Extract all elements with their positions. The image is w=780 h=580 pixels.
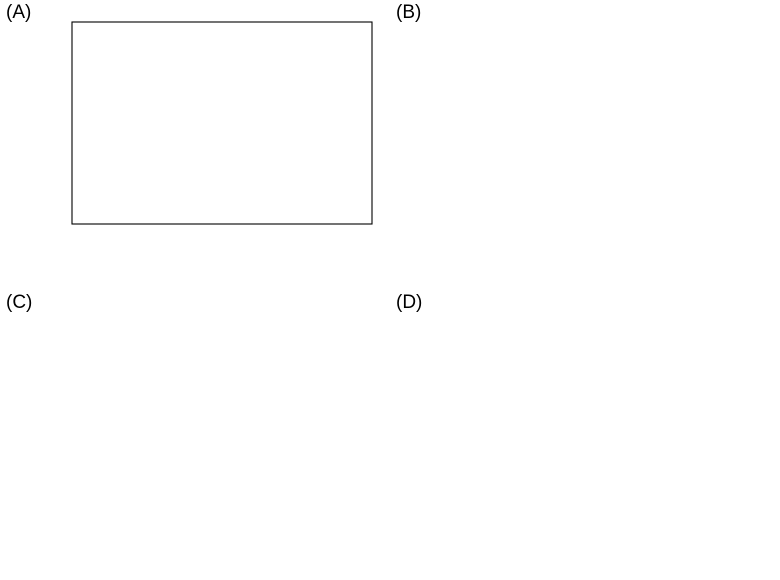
panel-a-plot	[71, 21, 373, 225]
plot-frame	[71, 21, 373, 225]
panel-c-label: (C)	[6, 292, 33, 313]
panel-c-plot	[0, 290, 390, 580]
panel-d-plot	[390, 290, 780, 580]
panel-a-label: (A)	[6, 2, 32, 23]
panel-c: (C)	[0, 290, 390, 580]
panel-d: (D)	[390, 290, 780, 580]
panel-b-plot	[390, 0, 780, 290]
panel-a: (A)	[0, 0, 390, 290]
panel-b: (B)	[390, 0, 780, 290]
panel-d-label: (D)	[396, 292, 423, 313]
panel-b-label: (B)	[396, 2, 422, 23]
